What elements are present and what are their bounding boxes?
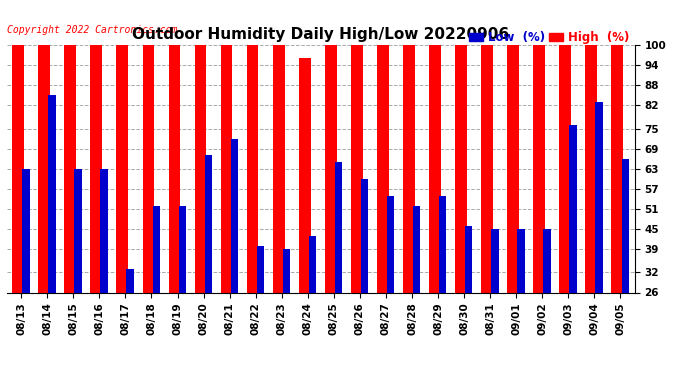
Bar (518, 229, 524, 375)
Bar (429, 45, 441, 375)
Bar (205, 155, 212, 375)
Bar (403, 45, 415, 375)
Bar (560, 45, 571, 375)
Bar (101, 169, 108, 375)
Bar (439, 195, 446, 375)
Bar (351, 45, 363, 375)
Bar (90, 45, 102, 375)
Bar (543, 229, 551, 375)
Bar (39, 45, 50, 375)
Bar (413, 206, 420, 375)
Bar (75, 169, 81, 375)
Bar (221, 45, 233, 375)
Bar (507, 45, 519, 375)
Bar (595, 102, 603, 375)
Bar (273, 45, 284, 375)
Bar (533, 45, 545, 375)
Bar (481, 45, 493, 375)
Bar (465, 226, 473, 375)
Bar (168, 45, 180, 375)
Bar (152, 206, 160, 375)
Bar (257, 246, 264, 375)
Bar (491, 229, 499, 375)
Bar (299, 58, 310, 375)
Bar (377, 45, 388, 375)
Bar (361, 179, 368, 375)
Title: Outdoor Humidity Daily High/Low 20220906: Outdoor Humidity Daily High/Low 20220906 (132, 27, 509, 42)
Bar (309, 236, 316, 375)
Text: Copyright 2022 Cartronics.com: Copyright 2022 Cartronics.com (7, 25, 177, 35)
Bar (195, 45, 206, 375)
Bar (247, 45, 259, 375)
Bar (611, 45, 623, 375)
Bar (230, 139, 238, 375)
Bar (179, 206, 186, 375)
Bar (48, 95, 56, 375)
Bar (585, 45, 597, 375)
Bar (283, 249, 290, 375)
Bar (325, 45, 337, 375)
Bar (64, 45, 76, 375)
Bar (335, 162, 342, 375)
Bar (387, 195, 394, 375)
Legend: Low  (%), High  (%): Low (%), High (%) (469, 31, 629, 44)
Bar (12, 45, 24, 375)
Bar (126, 269, 134, 375)
Bar (117, 45, 128, 375)
Bar (569, 125, 577, 375)
Bar (143, 45, 155, 375)
Bar (22, 169, 30, 375)
Bar (455, 45, 467, 375)
Bar (622, 159, 629, 375)
